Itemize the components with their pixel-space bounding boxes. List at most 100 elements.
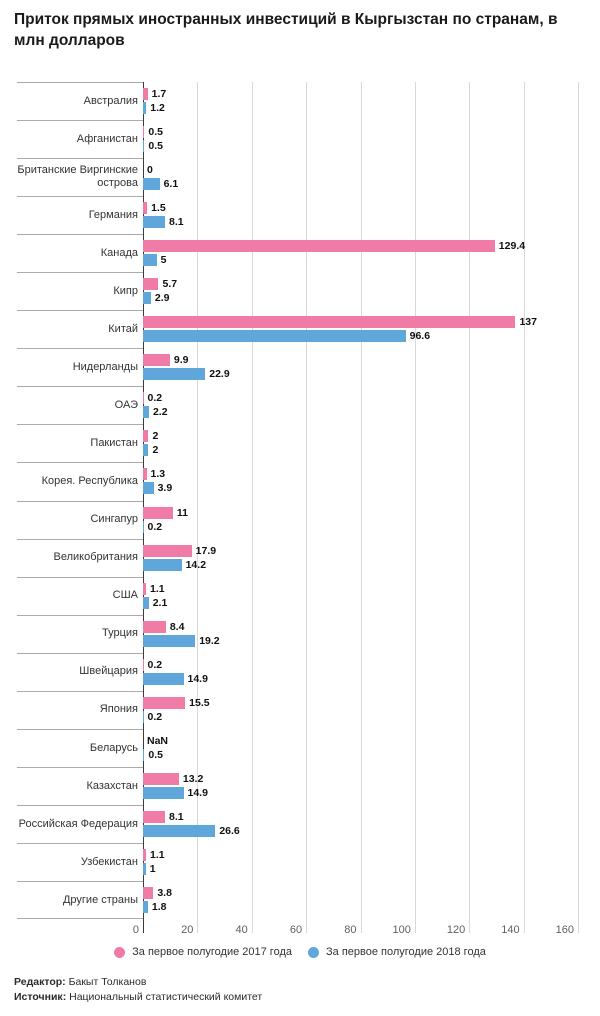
bar-line: 8.1 bbox=[143, 216, 184, 229]
value-label: 6.1 bbox=[163, 178, 179, 191]
value-label: 2.2 bbox=[152, 406, 168, 419]
bar-2017 bbox=[143, 354, 170, 367]
row-separator bbox=[17, 196, 143, 198]
bar-2018 bbox=[143, 596, 149, 609]
bar-2018 bbox=[143, 520, 144, 533]
bar-2018 bbox=[143, 292, 151, 305]
gridline bbox=[360, 82, 362, 933]
value-label: NaN bbox=[147, 734, 169, 747]
row-separator bbox=[17, 348, 143, 350]
value-label: 8.1 bbox=[169, 810, 184, 823]
value-label: 129.4 bbox=[498, 240, 526, 253]
category-label: Беларусь bbox=[89, 741, 138, 754]
row-separator bbox=[17, 462, 143, 464]
value-label: 22.9 bbox=[209, 368, 230, 381]
bar-line: 0.5 bbox=[143, 748, 168, 761]
value-label: 0.5 bbox=[148, 126, 163, 139]
legend-item: За первое полугодие 2018 года bbox=[308, 946, 486, 958]
value-label: 15.5 bbox=[189, 696, 210, 709]
chart-row: Китай 137 96.6 bbox=[0, 310, 600, 348]
chart-row: США 1.1 2.1 bbox=[0, 576, 600, 615]
category-label: США bbox=[112, 589, 138, 602]
category-label: Великобритания bbox=[53, 551, 138, 564]
row-separator bbox=[17, 728, 143, 730]
value-label: 2.9 bbox=[154, 292, 170, 305]
bar-line: 137 bbox=[143, 316, 537, 329]
bar-2017 bbox=[143, 430, 149, 443]
chart-row: Афганистан 0.5 0.5 bbox=[0, 120, 600, 158]
value-label: 3.8 bbox=[157, 887, 172, 899]
gridline bbox=[414, 82, 416, 933]
source-name: Национальный статистический комитет bbox=[69, 990, 263, 1003]
value-label: 1.3 bbox=[150, 468, 166, 481]
chart-row: Германия 1.5 8.1 bbox=[0, 196, 600, 234]
value-label: 19.2 bbox=[199, 634, 220, 647]
value-label: 9.9 bbox=[173, 354, 189, 367]
x-tick-label: 0 bbox=[132, 924, 139, 936]
bar-group: 0 6.1 bbox=[143, 164, 179, 191]
bar-line: 8.1 bbox=[143, 810, 240, 823]
category-label: Афганистан bbox=[76, 132, 138, 145]
bar-2017 bbox=[143, 468, 147, 481]
bar-line: 0.2 bbox=[143, 520, 188, 533]
bar-group: 15.5 0.2 bbox=[143, 696, 210, 723]
legend-label: За первое полугодие 2017 года bbox=[132, 946, 292, 958]
bar-2017 bbox=[143, 887, 154, 899]
bar-group: 129.4 5 bbox=[143, 240, 526, 267]
bar-line: 2.2 bbox=[143, 406, 168, 419]
footer: Редактор: Бакыт Толканов Источник: Нацио… bbox=[14, 975, 262, 1004]
bar-line: 8.4 bbox=[143, 620, 220, 633]
bar-group: 9.9 22.9 bbox=[143, 354, 230, 381]
bar-line: 1.1 bbox=[143, 582, 167, 595]
legend-dot-icon bbox=[308, 946, 319, 958]
bar-2018 bbox=[143, 482, 154, 495]
bar-group: 0.2 2.2 bbox=[143, 392, 168, 419]
source-label: Источник: bbox=[14, 990, 67, 1003]
bar-2017 bbox=[143, 278, 159, 291]
value-label: 2 bbox=[152, 444, 159, 457]
bar-line: 2 bbox=[143, 444, 159, 457]
chart-row: Узбекистан 1.1 1 bbox=[0, 842, 600, 881]
bar-line: 17.9 bbox=[143, 544, 216, 557]
bar-2017 bbox=[143, 810, 166, 823]
bar-line: 5.7 bbox=[143, 278, 177, 291]
bar-2018 bbox=[143, 634, 196, 647]
row-separator bbox=[17, 766, 143, 768]
bar-line: 2 bbox=[143, 430, 158, 443]
bar-group: 1.1 2.1 bbox=[143, 582, 167, 609]
bar-line: 2.9 bbox=[143, 292, 177, 305]
bar-line: 1.2 bbox=[143, 102, 166, 115]
chart-row: Сингапур 11 0.2 bbox=[0, 500, 600, 539]
bar-line: 26.6 bbox=[143, 824, 240, 837]
bar-group: 137 96.6 bbox=[143, 316, 537, 343]
chart-row: Великобритания 17.9 14.2 bbox=[0, 538, 600, 577]
value-label: 137 bbox=[519, 316, 537, 329]
bar-2017 bbox=[143, 848, 146, 861]
chart-row: Казахстан 13.2 14.9 bbox=[0, 766, 600, 805]
value-label: 0.2 bbox=[147, 392, 163, 405]
plot-area: Австралия 1.7 1.2 Афганистан 0.5 0.5 Британски… bbox=[0, 82, 600, 942]
category-label: Турция bbox=[102, 627, 138, 640]
value-label: 0.5 bbox=[148, 748, 163, 761]
bar-group: 13.2 14.9 bbox=[143, 772, 208, 799]
value-label: 8.4 bbox=[169, 620, 185, 633]
bar-line: 0.2 bbox=[143, 392, 168, 405]
chart-row: Турция 8.4 19.2 bbox=[0, 614, 600, 653]
x-tick-label: 20 bbox=[181, 924, 194, 936]
chart-row: Швейцария 0.2 14.9 bbox=[0, 652, 600, 691]
bar-group: 1.1 1 bbox=[143, 848, 165, 875]
bar-line: 14.9 bbox=[143, 786, 208, 799]
bar-2018 bbox=[143, 216, 166, 229]
category-label: ОАЭ bbox=[114, 399, 138, 412]
row-separator bbox=[17, 272, 143, 274]
bar-2018 bbox=[143, 824, 216, 837]
bar-2017 bbox=[143, 658, 144, 671]
bar-line: 22.9 bbox=[143, 368, 230, 381]
gridline bbox=[197, 82, 199, 933]
x-tick-label: 40 bbox=[235, 924, 248, 936]
row-separator bbox=[17, 576, 143, 578]
bar-line: 1 bbox=[143, 862, 165, 875]
value-label: 96.6 bbox=[409, 330, 431, 343]
category-label: Канада bbox=[100, 246, 138, 259]
bar-line: NaN bbox=[143, 735, 168, 747]
